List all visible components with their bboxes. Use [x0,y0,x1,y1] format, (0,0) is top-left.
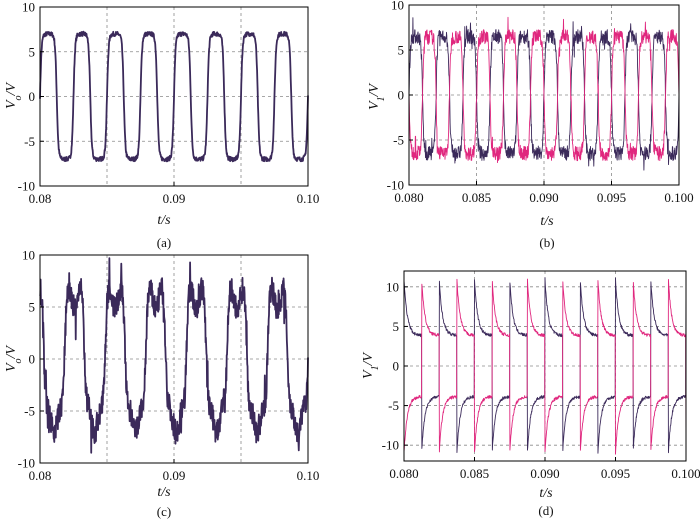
panel-b-ytick-label-1: -5 [393,133,404,148]
panel-c-ytick-label-0: -10 [18,456,35,471]
panel-b-xtick-label-0: 0.080 [394,190,423,205]
panel-c-x-ticks: 0.08 0.09 0.10 [29,459,320,483]
panel-b-ytick-label-3: 5 [398,43,405,58]
panel-a-ytick-label-2: 0 [29,89,36,104]
panel-b-xtick-label-4: 0.100 [664,190,693,205]
panel-a-x-axis-label: t/s [157,213,171,228]
panel-c-xtick-label-1: 0.09 [163,468,186,483]
panel-c-x-axis-label: t/s [157,485,171,500]
panel-b-ytick-label-4: 10 [391,0,404,13]
panel-a-ytick-label-0: -10 [18,179,35,194]
panel-d: -10 -5 0 5 10 0.080 0.085 0.090 0.095 0.100 V1/V… [361,270,700,518]
panel-d-xtick-label-2: 0.090 [530,466,559,481]
panel-b-xtick-label-1: 0.085 [462,190,491,205]
panel-a: -10 -5 0 5 10 0.08 0.09 0.10 Vo/V t/s (a) [4,0,319,250]
panel-a-xtick-label-0: 0.08 [29,191,52,206]
panel-d-ytick-label-1: -5 [388,398,399,413]
panel-a-ytick-label-1: -5 [24,134,35,149]
panel-d-series-0 [403,277,687,454]
panel-c-xtick-label-2: 0.10 [297,468,320,483]
panel-d-xtick-label-3: 0.095 [601,466,630,481]
panel-d-ytick-label-4: 10 [386,279,399,294]
panel-c-ytick-label-1: -5 [24,404,35,419]
panel-d-y-ticks: -10 -5 0 5 10 [382,279,408,453]
panel-d-series-1 [403,278,687,455]
panel-c-ytick-label-4: 10 [22,248,35,263]
panel-d-ytick-label-0: -10 [382,438,399,453]
panel-c-caption: (c) [157,504,171,519]
panel-a-ytick-label-3: 5 [29,44,36,59]
panel-a-xtick-label-1: 0.09 [163,191,186,206]
panel-b-y-ticks: -10 -5 0 5 10 [387,0,413,193]
panel-d-series [403,277,687,455]
panel-a-series-0 [39,30,309,163]
panel-b-ytick-label-2: 0 [398,88,405,103]
panel-c-series-0 [39,257,309,454]
panel-b-caption: (b) [539,235,554,250]
panel-d-x-ticks: 0.080 0.085 0.090 0.095 0.100 [389,457,700,481]
panel-d-ytick-label-3: 5 [393,319,400,334]
panel-d-y-axis-label: V1/V [361,352,381,379]
panel-a-x-ticks: 0.08 0.09 0.10 [29,182,320,206]
panel-d-xtick-label-4: 0.100 [671,466,700,481]
panel-b-y-axis-label: V1/V [367,83,387,110]
panel-d-xtick-label-0: 0.080 [389,466,418,481]
panel-d-caption: (d) [538,503,553,518]
panel-a-y-ticks: -10 -5 0 5 10 [18,0,44,194]
panel-b-ytick-label-0: -10 [387,178,404,193]
panel-c-y-axis-label: Vo/V [4,345,24,372]
panel-b: -10 -5 0 5 10 0.080 0.085 0.090 0.095 0.100 V1/V… [367,0,694,250]
panel-c-series [39,257,309,454]
panel-b-series-1 [408,16,680,164]
panel-c-xtick-label-0: 0.08 [29,468,52,483]
panel-b-xtick-label-2: 0.090 [529,190,558,205]
panel-a-caption: (a) [157,235,171,250]
panel-d-ytick-label-2: 0 [393,359,400,374]
panel-c-ytick-label-2: 0 [29,352,36,367]
panel-a-ytick-label-4: 10 [22,0,35,15]
panel-c-ytick-label-3: 5 [29,300,36,315]
panel-a-series [39,30,309,163]
panel-b-x-ticks: 0.080 0.085 0.090 0.095 0.100 [394,181,694,205]
panel-d-x-axis-label: t/s [539,486,553,501]
panel-b-xtick-label-3: 0.095 [597,190,626,205]
panel-b-series [408,16,680,171]
panel-b-x-axis-label: t/s [540,214,554,229]
panel-a-xtick-label-2: 0.10 [297,191,320,206]
panel-a-y-axis-label: Vo/V [4,82,24,109]
panel-d-xtick-label-1: 0.085 [460,466,489,481]
panel-c-y-ticks: -10 -5 0 5 10 [18,248,44,471]
panel-c: -10 -5 0 5 10 0.08 0.09 0.10 Vo/V t/s (c) [4,248,319,519]
